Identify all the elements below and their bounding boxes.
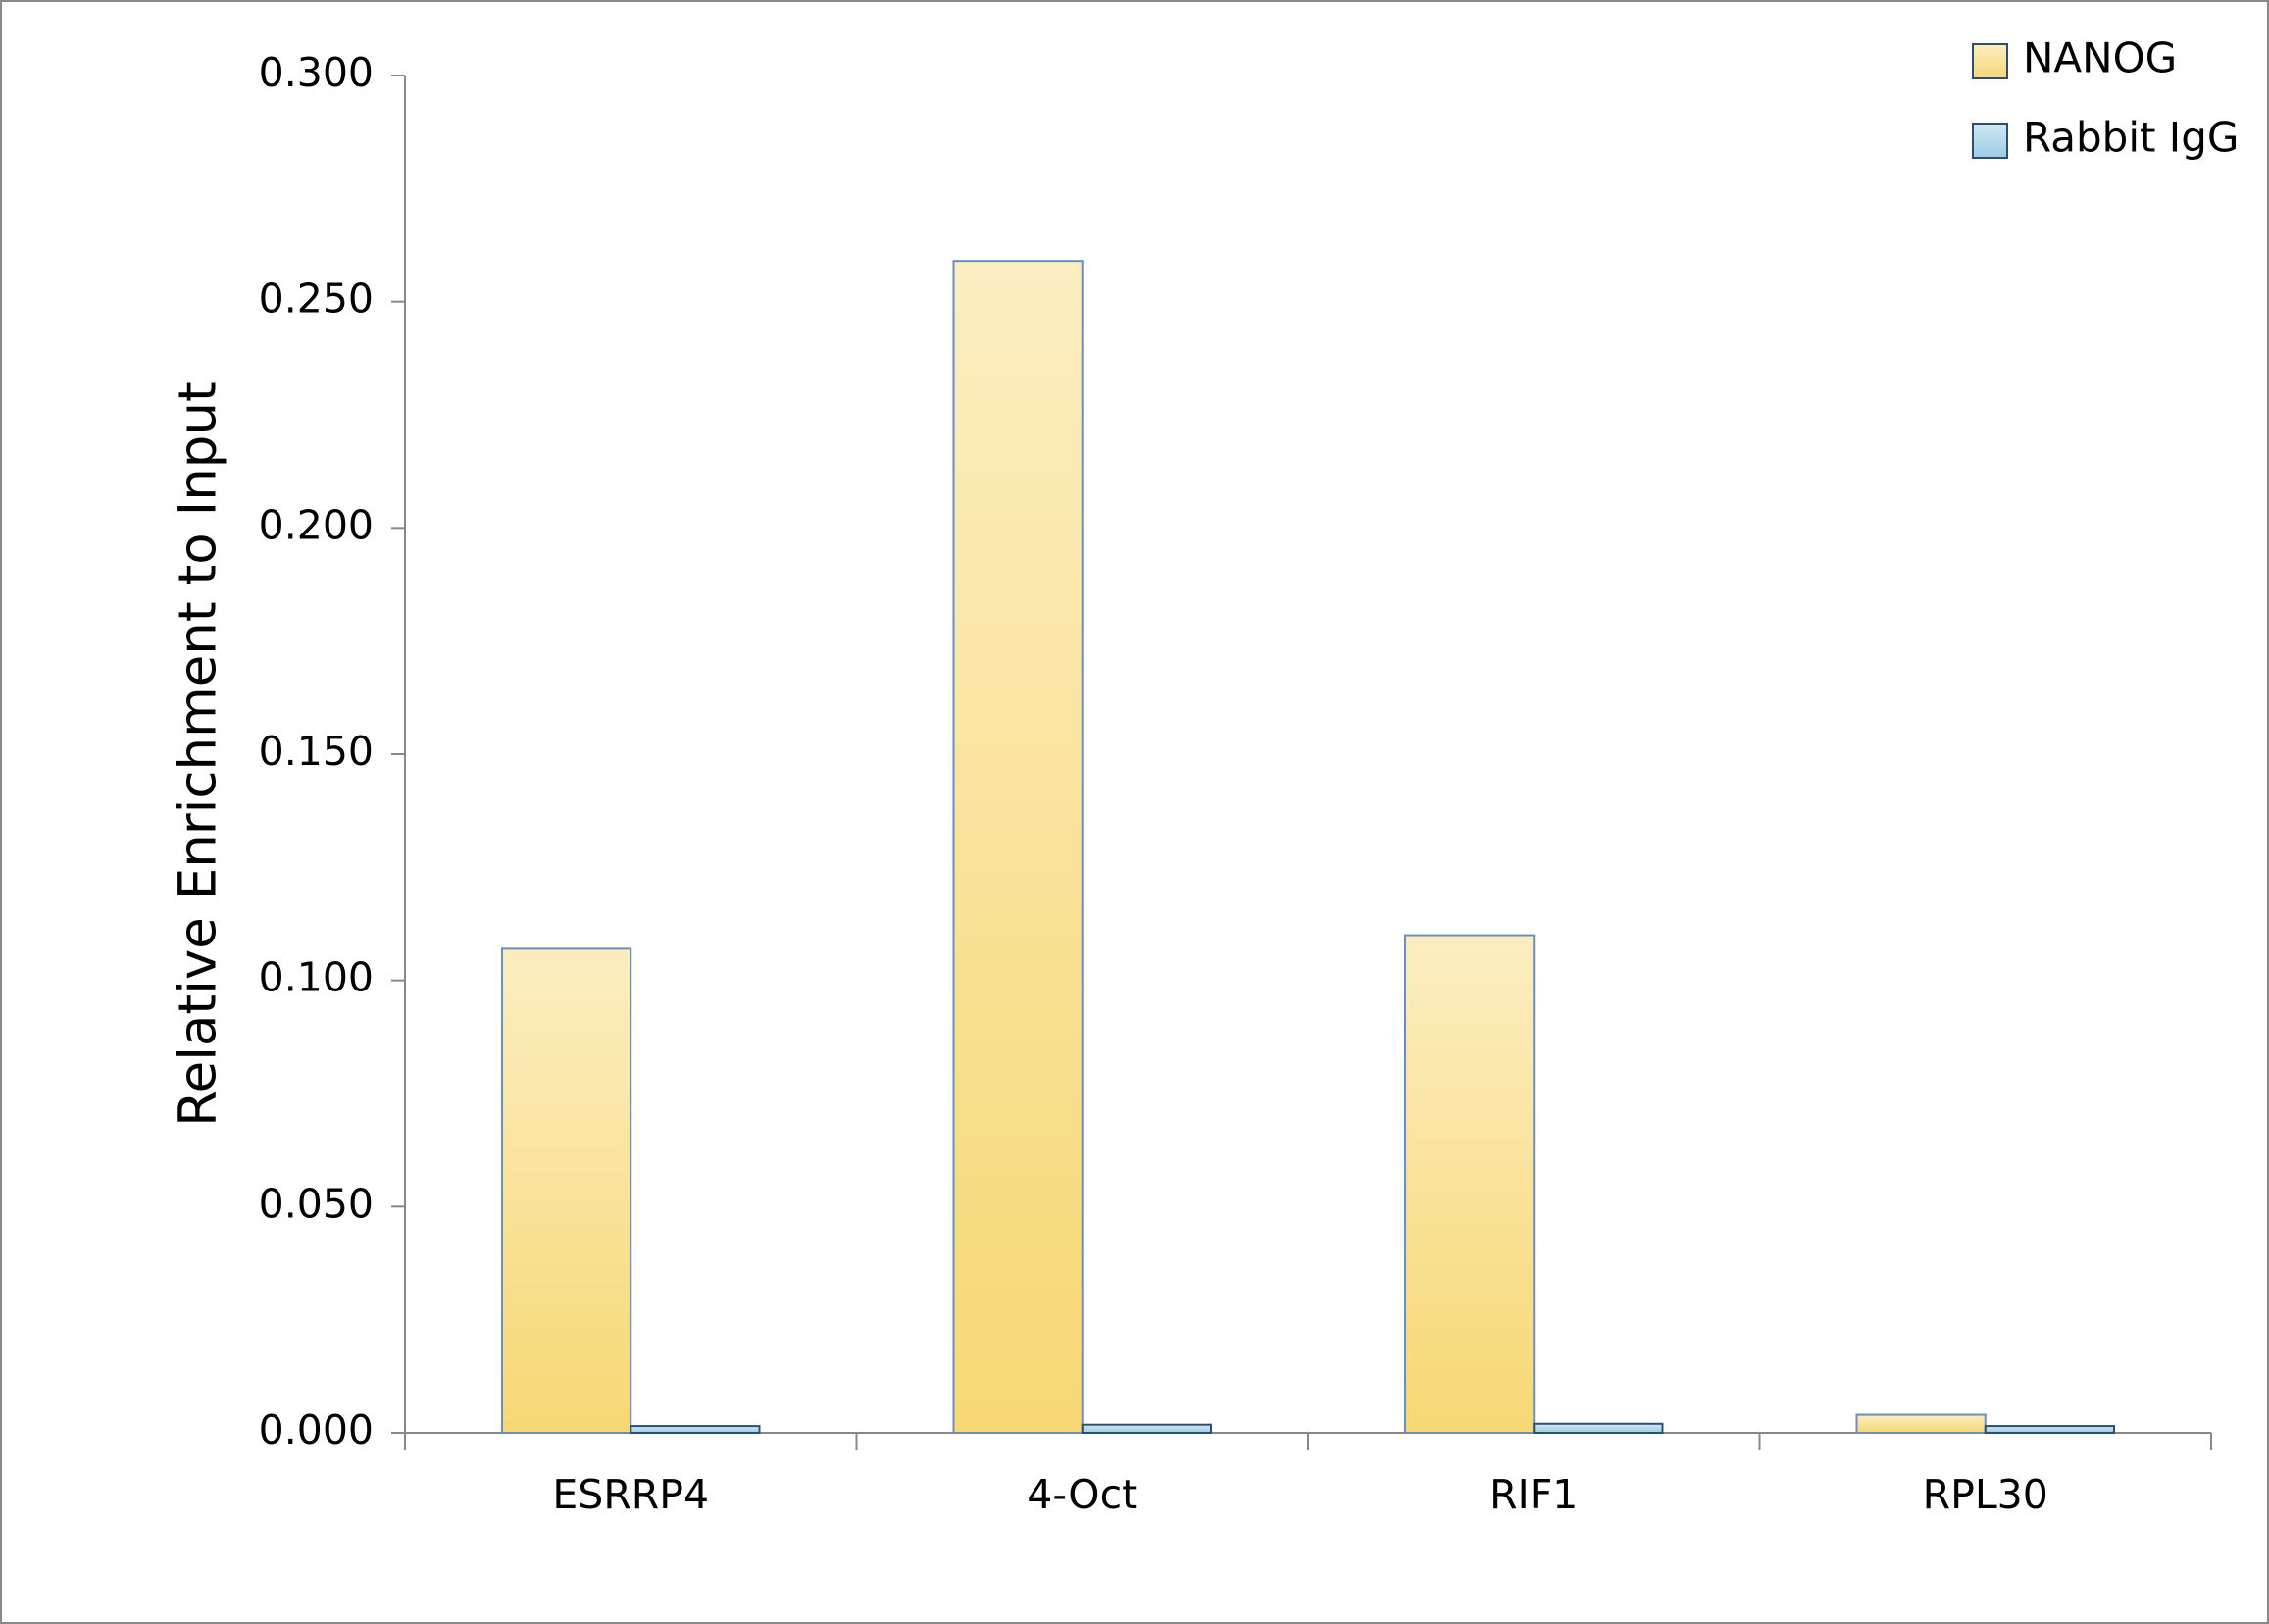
y-axis-title: Relative Enrichment to Input (169, 381, 228, 1127)
legend-swatch (1972, 123, 2008, 159)
x-tick-label: 4-Oct (1027, 1471, 1137, 1518)
y-tick-label: 0.100 (259, 954, 374, 1001)
legend-label: NANOG (2023, 34, 2177, 82)
bar (1855, 1413, 1987, 1434)
bar (1081, 1423, 1212, 1435)
x-tick-label: RIF1 (1489, 1471, 1578, 1518)
y-tick-label: 0.000 (259, 1406, 374, 1453)
y-tick-label: 0.200 (259, 501, 374, 548)
legend-swatch (1972, 43, 2008, 79)
y-tick-label: 0.150 (259, 728, 374, 775)
bar (1533, 1422, 1664, 1434)
y-tick-label: 0.050 (259, 1180, 374, 1227)
legend-label: Rabbit IgG (2023, 114, 2239, 162)
bar (952, 260, 1084, 1435)
x-tick-label: RPL30 (1923, 1471, 2048, 1518)
bar (630, 1425, 761, 1434)
y-tick-label: 0.300 (259, 49, 374, 96)
x-tick-label: ESRRP4 (552, 1471, 709, 1518)
bar (501, 947, 632, 1435)
bar (1404, 934, 1536, 1434)
y-tick-label: 0.250 (259, 276, 374, 323)
bar (1984, 1425, 2115, 1434)
